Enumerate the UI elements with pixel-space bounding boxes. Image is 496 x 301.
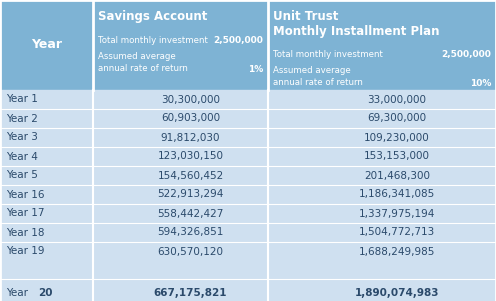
Text: Assumed average
annual rate of return: Assumed average annual rate of return: [98, 52, 188, 73]
Text: Year 2: Year 2: [6, 113, 38, 123]
Text: Unit Trust
Monthly Installment Plan: Unit Trust Monthly Installment Plan: [273, 10, 439, 39]
Text: 2,500,000: 2,500,000: [441, 50, 491, 59]
Text: Year 18: Year 18: [6, 228, 45, 237]
Bar: [93, 147, 268, 166]
Bar: [0, 185, 93, 204]
Text: 1,890,074,983: 1,890,074,983: [355, 288, 439, 298]
Bar: [0, 90, 93, 109]
Text: 1,337,975,194: 1,337,975,194: [359, 209, 435, 219]
Text: 1,504,772,713: 1,504,772,713: [359, 228, 435, 237]
Text: 1,688,249,985: 1,688,249,985: [359, 247, 435, 256]
Bar: [93, 128, 268, 147]
Text: Year: Year: [31, 39, 62, 51]
Text: 33,000,000: 33,000,000: [368, 95, 427, 104]
Bar: [268, 242, 496, 261]
Text: Year 1: Year 1: [6, 95, 38, 104]
Text: 2,500,000: 2,500,000: [213, 36, 263, 45]
Text: 10%: 10%: [470, 79, 491, 88]
Text: 69,300,000: 69,300,000: [368, 113, 427, 123]
Bar: [268, 166, 496, 185]
Text: 30,300,000: 30,300,000: [161, 95, 220, 104]
Bar: [268, 109, 496, 128]
Bar: [268, 223, 496, 242]
Text: Total monthly investment: Total monthly investment: [98, 36, 208, 45]
Text: 1,186,341,085: 1,186,341,085: [359, 190, 435, 200]
Bar: [268, 147, 496, 166]
Bar: [0, 0, 93, 90]
Text: 154,560,452: 154,560,452: [157, 170, 224, 181]
Text: Year 3: Year 3: [6, 132, 38, 142]
Text: 594,326,851: 594,326,851: [157, 228, 224, 237]
Text: Savings Account: Savings Account: [98, 10, 207, 23]
Text: 20: 20: [38, 288, 53, 298]
Bar: [93, 0, 268, 90]
Bar: [268, 0, 496, 90]
Bar: [268, 185, 496, 204]
Bar: [93, 223, 268, 242]
Bar: [93, 242, 268, 261]
Text: 153,153,000: 153,153,000: [364, 151, 430, 162]
Text: Year: Year: [6, 288, 31, 298]
Text: 91,812,030: 91,812,030: [161, 132, 220, 142]
Bar: [0, 279, 93, 301]
Text: Year 4: Year 4: [6, 151, 38, 162]
Bar: [0, 147, 93, 166]
Bar: [268, 90, 496, 109]
Bar: [268, 279, 496, 301]
Text: Year 16: Year 16: [6, 190, 45, 200]
Bar: [0, 128, 93, 147]
Bar: [93, 185, 268, 204]
Text: 201,468,300: 201,468,300: [364, 170, 430, 181]
Bar: [93, 204, 268, 223]
Bar: [0, 261, 93, 279]
Text: 522,913,294: 522,913,294: [157, 190, 224, 200]
Text: 630,570,120: 630,570,120: [158, 247, 224, 256]
Bar: [0, 204, 93, 223]
Text: 667,175,821: 667,175,821: [154, 288, 227, 298]
Bar: [93, 261, 268, 279]
Text: Year 19: Year 19: [6, 247, 45, 256]
Text: Assumed average
annual rate of return: Assumed average annual rate of return: [273, 66, 363, 87]
Text: 109,230,000: 109,230,000: [364, 132, 430, 142]
Bar: [268, 128, 496, 147]
Bar: [0, 242, 93, 261]
Text: 60,903,000: 60,903,000: [161, 113, 220, 123]
Bar: [0, 109, 93, 128]
Text: Year 5: Year 5: [6, 170, 38, 181]
Bar: [93, 166, 268, 185]
Bar: [93, 279, 268, 301]
Bar: [93, 90, 268, 109]
Text: Total monthly investment: Total monthly investment: [273, 50, 383, 59]
Text: Year 17: Year 17: [6, 209, 45, 219]
Bar: [0, 223, 93, 242]
Text: 1%: 1%: [248, 65, 263, 74]
Bar: [268, 204, 496, 223]
Text: 558,442,427: 558,442,427: [157, 209, 224, 219]
Bar: [0, 166, 93, 185]
Bar: [93, 109, 268, 128]
Text: 123,030,150: 123,030,150: [158, 151, 224, 162]
Bar: [268, 261, 496, 279]
